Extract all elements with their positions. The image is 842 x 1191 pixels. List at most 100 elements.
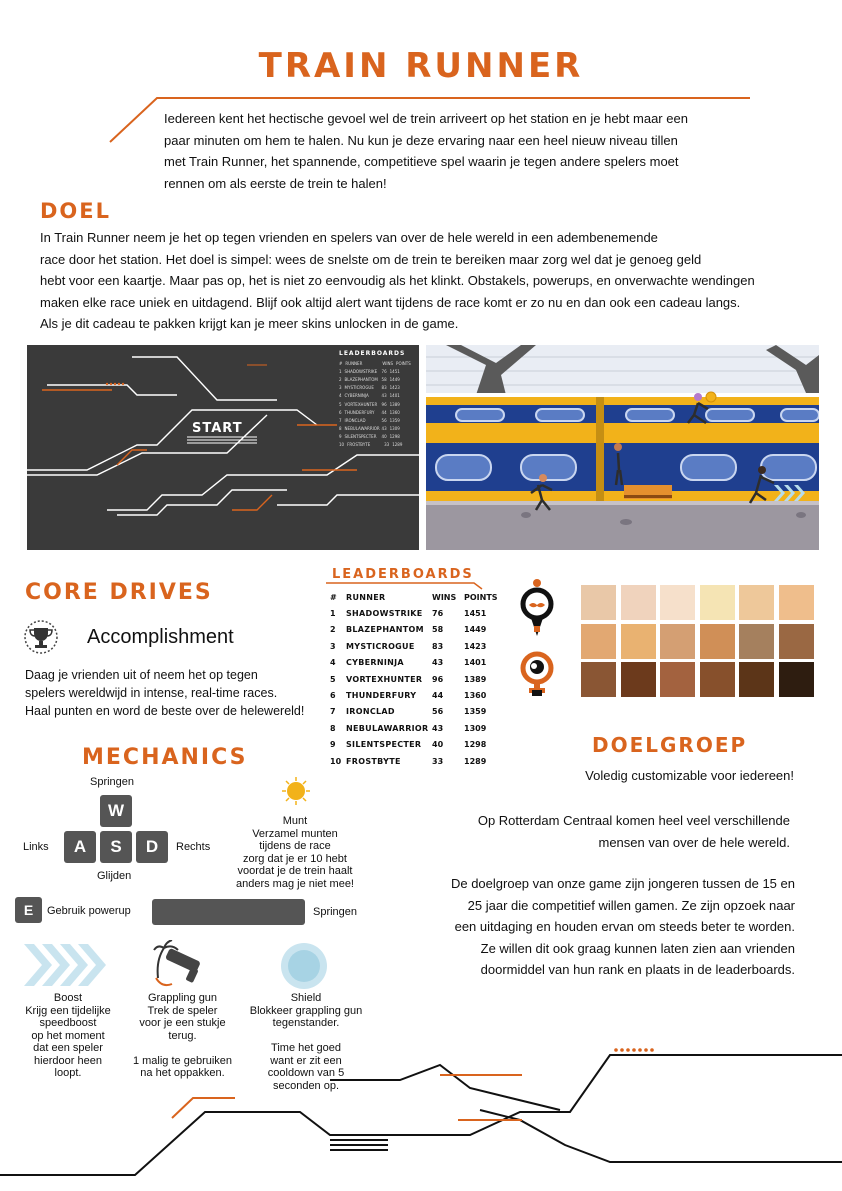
core-drives-line: spelers wereldwijd in intense, real-time… <box>25 686 278 700</box>
mini-cell: 1389 <box>389 401 400 407</box>
doelgroep-line: 25 jaar die competitief willen gamen. Ze… <box>467 897 795 913</box>
skin-tone-swatch[interactable] <box>778 585 814 620</box>
points: 1389 <box>464 674 487 684</box>
mini-leaderboard-header: # RUNNER WINS POINTS <box>339 359 419 367</box>
doelgroep-p1: Op Rotterdam Centraal komen heel veel ve… <box>420 810 790 853</box>
skin-tone-swatch[interactable] <box>581 662 616 697</box>
label-left: Links <box>23 841 49 853</box>
mini-cell: 1309 <box>389 426 400 432</box>
grapple-line: Grappling gun <box>147 992 218 1004</box>
boost-line: op het moment <box>31 1029 105 1042</box>
grapple-text: Grappling gun Trek de speler voor je een… <box>125 992 240 1080</box>
shield-line: cooldown van 5 <box>267 1067 345 1079</box>
mini-cell: 40 <box>381 434 387 440</box>
grappling-gun-icon <box>153 940 200 987</box>
points: 1451 <box>464 609 487 619</box>
mini-leaderboard-row: 5 VORTEXHUNTER 96 1389 <box>339 400 419 408</box>
male-icon <box>520 579 554 636</box>
core-drives-line: Daag je vrienden uit of neem het op tege… <box>25 668 258 682</box>
mini-cell: 43 <box>381 393 387 399</box>
mini-cell: IRONCLAD <box>344 417 366 423</box>
skin-tone-swatch[interactable] <box>620 662 656 697</box>
doel-text: In Train Runner neem je het op tegen vri… <box>40 227 755 335</box>
rank: 7 <box>330 707 336 717</box>
doelgroep-line: doormiddel van hun rank en plaats in de … <box>480 962 795 977</box>
points: 1309 <box>464 723 487 733</box>
mini-cell: 76 <box>381 368 387 374</box>
boost-line: dat een speler <box>33 1042 103 1054</box>
skin-tone-swatch[interactable] <box>699 585 735 620</box>
intro-line: met Train Runner, het spannende, competi… <box>164 154 679 170</box>
skin-tone-swatch[interactable] <box>778 662 814 697</box>
runner-name: BLAZEPHANTOM <box>346 625 424 635</box>
coin-line: voordat je de trein haalt <box>237 865 353 877</box>
coin-text: Munt Verzamel munten tijdens de race zor… <box>220 815 370 890</box>
boost-text: Boost Krijg een tijdelijke speedboost op… <box>13 992 123 1080</box>
shield-line: tegenstander. <box>272 1017 340 1029</box>
rank: 5 <box>330 674 336 684</box>
mechanics-heading: MECHANICS <box>82 745 248 770</box>
skin-tone-swatch[interactable] <box>581 623 616 659</box>
trophy-icon <box>24 620 58 654</box>
mini-cell: 10 <box>339 442 345 448</box>
shield-line: want er zit een <box>270 1054 342 1067</box>
skin-tone-swatch[interactable] <box>620 585 656 620</box>
points: 1359 <box>464 707 487 717</box>
mini-leaderboard-row: 10 FROSTBYTE 33 1289 <box>339 441 419 449</box>
mini-cell: BLAZEPHANTOM <box>344 376 378 382</box>
skin-tone-swatch[interactable] <box>739 623 774 659</box>
spacebar-key <box>152 899 305 925</box>
mini-cell: 1451 <box>389 368 400 374</box>
skin-tone-swatch[interactable] <box>699 623 735 659</box>
mini-cell: MYSTICROGUE <box>344 385 374 391</box>
gender-icons <box>520 579 554 696</box>
mini-cell: VORTEXHUNTER <box>344 401 378 407</box>
skin-tone-swatch[interactable] <box>620 623 656 659</box>
mini-cell: 1360 <box>389 409 400 415</box>
skin-tone-swatch[interactable] <box>660 585 695 620</box>
leaderboard-row: 5 VORTEXHUNTER 96 1389 <box>330 671 500 687</box>
runner-name: NEBULAWARRIOR <box>346 723 429 733</box>
skin-tone-swatch[interactable] <box>739 585 774 620</box>
wins: 83 <box>432 641 444 651</box>
wins: 58 <box>432 625 444 635</box>
points: 1360 <box>464 691 487 701</box>
boost-line: hierdoor heen <box>34 1054 102 1067</box>
mini-leaderboard-row: 2 BLAZEPHANTOM 58 1449 <box>339 375 419 383</box>
coin-line: tijdens de race <box>259 840 331 852</box>
coin-line: zorg dat je er 10 hebt <box>243 852 347 865</box>
map-tracks <box>27 356 419 516</box>
map-preview: START LEADERBOARDS # RUNNER WINS POINTS 1 SHA… <box>27 345 419 550</box>
mini-cell: 3 <box>339 385 342 391</box>
skin-tone-swatch[interactable] <box>581 585 616 620</box>
skin-tone-swatch[interactable] <box>699 662 735 697</box>
wins: 40 <box>432 740 444 750</box>
wins: 43 <box>432 723 444 733</box>
skin-tone-swatch[interactable] <box>778 623 814 659</box>
skin-tone-swatch[interactable] <box>739 662 774 697</box>
mini-cell: 43 <box>381 426 387 432</box>
doel-line: Als je dit cadeau te pakken krijgt kan j… <box>40 316 459 332</box>
mini-cell: 9 <box>339 434 342 440</box>
mini-cell: SHADOWSTRIKE <box>344 368 378 374</box>
doel-heading: DOEL <box>40 199 112 223</box>
coin-line: anders mag je niet mee! <box>235 877 354 890</box>
runner-name: SHADOWSTRIKE <box>346 609 423 619</box>
mini-cell: 1423 <box>389 385 400 391</box>
skin-tone-swatch[interactable] <box>660 623 695 659</box>
rank: 2 <box>330 625 336 635</box>
leaderboard-row: 3 MYSTICROGUE 83 1423 <box>330 638 500 654</box>
mini-leaderboard-row: 4 CYBERNINJA 43 1401 <box>339 392 419 400</box>
mini-cell: NEBULAWARRIOR <box>344 426 380 432</box>
rank: 8 <box>330 723 336 733</box>
mini-leaderboard: LEADERBOARDS # RUNNER WINS POINTS 1 SHADOWSTR… <box>339 350 419 449</box>
skin-tone-swatch[interactable] <box>660 662 695 697</box>
leaderboard-row: 7 IRONCLAD 56 1359 <box>330 704 500 720</box>
doelgroep-heading: DOELGROEP <box>592 733 748 757</box>
core-drives-line: Haal punten en word de beste over de hel… <box>25 704 305 718</box>
shield-line: Blokkeer grappling gun <box>249 1004 363 1017</box>
mini-cell: 1289 <box>392 442 403 448</box>
points: 1298 <box>464 740 487 750</box>
label-slide: Glijden <box>97 870 132 882</box>
grapple-line: voor je een stukje <box>139 1017 226 1029</box>
